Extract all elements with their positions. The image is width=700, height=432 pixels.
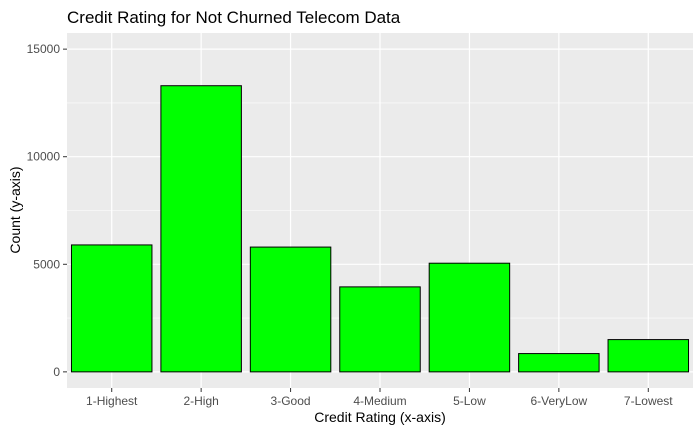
y-axis-ticks: 0 5000 10000 15000 — [27, 42, 67, 379]
x-tick-label: 2-High — [183, 394, 218, 408]
x-tick-label: 3-Good — [271, 394, 311, 408]
x-axis-label: Credit Rating (x-axis) — [314, 409, 445, 425]
y-tick-label: 5000 — [33, 257, 60, 271]
x-tick-label: 6-VeryLow — [531, 394, 588, 408]
bar-3-good — [249, 246, 332, 373]
bar-6-verylow — [518, 353, 600, 373]
bar-7-lowest — [607, 339, 690, 373]
bars-group — [70, 85, 690, 373]
x-tick-label: 1-Highest — [86, 394, 138, 408]
x-axis-ticks: 1-Highest 2-High 3-Good 4-Medium 5-Low 6-Very… — [86, 388, 673, 408]
chart-title: Credit Rating for Not Churned Telecom Da… — [67, 8, 401, 27]
y-tick-label: 0 — [53, 365, 60, 379]
bar-4-medium — [339, 286, 421, 373]
y-tick-label: 15000 — [27, 42, 61, 56]
bar-5-low — [428, 262, 511, 373]
x-tick-label: 4-Medium — [353, 394, 406, 408]
bar-1-highest — [70, 244, 153, 373]
bar-2-high — [160, 85, 242, 373]
y-axis-label: Count (y-axis) — [7, 166, 23, 253]
y-tick-label: 10000 — [27, 150, 61, 164]
x-tick-label: 5-Low — [453, 394, 486, 408]
x-tick-label: 7-Lowest — [624, 394, 673, 408]
